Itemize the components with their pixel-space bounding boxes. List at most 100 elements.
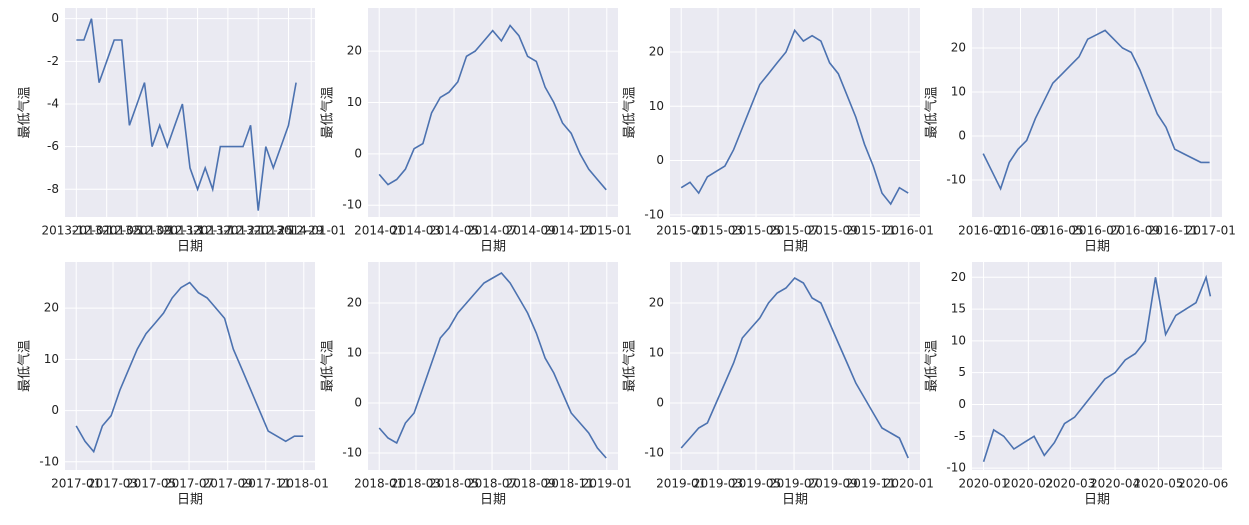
- y-tick-label: 0: [354, 396, 362, 410]
- x-tick-label: 2016-09: [1110, 224, 1160, 238]
- y-tick-label: 0: [51, 11, 59, 25]
- y-tick-label: 0: [354, 146, 362, 160]
- x-tick-label: 2016-07: [1071, 224, 1121, 238]
- x-tick-label: 2018-09: [506, 477, 556, 491]
- plot-area: [670, 8, 920, 217]
- x-tick-label: 2014-09: [506, 224, 556, 238]
- x-tick-label: 2014-03: [391, 224, 441, 238]
- x-tick-label: 2018-11: [544, 477, 594, 491]
- x-tick-label: 2013-12-13: [132, 224, 202, 238]
- x-tick-label: 2020-01: [958, 477, 1008, 491]
- x-tick-label: 2020-01: [884, 477, 934, 491]
- x-tick-label: 2015-07: [769, 224, 819, 238]
- y-tick-label: -5: [954, 429, 966, 443]
- plot-area: [972, 262, 1222, 470]
- y-tick-label: 20: [951, 41, 966, 55]
- x-tick-label: 2018-03: [391, 477, 441, 491]
- y-tick-label: 20: [951, 270, 966, 284]
- x-tick-label: 2018-07: [467, 477, 517, 491]
- y-axis-label: 最低气温: [17, 340, 33, 392]
- x-tick-label: 2019-01: [656, 477, 706, 491]
- y-tick-label: 0: [958, 397, 966, 411]
- x-tick-label: 2019-11: [846, 477, 896, 491]
- x-tick-label: 2013-12-29: [254, 224, 324, 238]
- y-tick-label: 20: [347, 296, 362, 310]
- y-tick-label: 20: [649, 44, 664, 58]
- x-tick-label: 2016-01: [958, 224, 1008, 238]
- x-axis-label: 日期: [480, 240, 506, 255]
- x-tick-label: 2017-01: [51, 477, 101, 491]
- y-tick-label: -10: [644, 207, 664, 221]
- y-tick-label: -10: [946, 461, 966, 475]
- x-tick-label: 2020-05: [1133, 477, 1183, 491]
- x-axis-label: 日期: [782, 240, 808, 255]
- x-tick-label: 2016-05: [1033, 224, 1083, 238]
- y-tick-label: 10: [951, 333, 966, 347]
- y-axis-label: 最低气温: [320, 86, 336, 138]
- y-tick-label: -10: [946, 173, 966, 187]
- line: [680, 28, 909, 206]
- x-tick-label: 2014-01-01: [276, 224, 346, 238]
- x-tick-label: 2017-11: [241, 477, 291, 491]
- plot-area: [65, 262, 315, 470]
- x-tick-label: 2015-05: [731, 224, 781, 238]
- y-axis-label: 最低气温: [17, 86, 33, 138]
- x-axis-label: 日期: [480, 493, 506, 508]
- x-tick-label: 2017-09: [203, 477, 253, 491]
- y-tick-label: -10: [644, 446, 664, 460]
- y-axis-label: 最低气温: [320, 340, 336, 392]
- y-tick-label: 20: [44, 301, 59, 315]
- x-tick-label: 2013-12-17: [163, 224, 233, 238]
- x-tick-label: 2016-11: [1148, 224, 1198, 238]
- y-tick-label: -8: [47, 182, 59, 196]
- x-tick-label: 2018-05: [429, 477, 479, 491]
- x-axis-label: 日期: [782, 493, 808, 508]
- line: [378, 271, 607, 459]
- y-tick-label: 10: [951, 85, 966, 99]
- plot-area: [65, 8, 315, 217]
- x-tick-label: 2014-05: [429, 224, 479, 238]
- x-tick-label: 2015-01: [656, 224, 706, 238]
- y-axis-label: 最低气温: [924, 340, 940, 392]
- line: [680, 276, 909, 459]
- x-tick-label: 2016-03: [995, 224, 1045, 238]
- x-tick-label: 2014-11: [544, 224, 594, 238]
- y-tick-label: 10: [347, 95, 362, 109]
- x-tick-label: 2019-03: [693, 477, 743, 491]
- x-axis-label: 日期: [177, 240, 203, 255]
- y-axis-label: 最低气温: [924, 86, 940, 138]
- x-tick-label: 2019-05: [731, 477, 781, 491]
- y-tick-label: -6: [47, 139, 59, 153]
- x-tick-label: 2015-01: [582, 224, 632, 238]
- y-tick-label: -2: [47, 54, 59, 68]
- x-tick-label: 2014-01: [354, 224, 404, 238]
- x-tick-label: 2015-03: [693, 224, 743, 238]
- x-tick-label: 2019-09: [808, 477, 858, 491]
- x-tick-label: 2017-07: [164, 477, 214, 491]
- x-tick-label: 2013-12-01: [41, 224, 111, 238]
- x-tick-label: 2020-02: [1003, 477, 1053, 491]
- x-axis-label: 日期: [1084, 240, 1110, 255]
- x-tick-label: 2019-07: [769, 477, 819, 491]
- y-tick-label: 20: [347, 44, 362, 58]
- x-tick-label: 2013-12-21: [193, 224, 263, 238]
- x-tick-label: 2018-01: [279, 477, 329, 491]
- x-tick-label: 2018-01: [354, 477, 404, 491]
- x-tick-label: 2013-12-09: [102, 224, 172, 238]
- y-tick-label: 10: [649, 346, 664, 360]
- x-tick-label: 2020-04: [1090, 477, 1140, 491]
- line: [982, 274, 1212, 462]
- x-tick-label: 2017-01: [1186, 224, 1236, 238]
- plot-area: [368, 262, 618, 470]
- y-tick-label: -10: [342, 198, 362, 212]
- plot-area: [670, 262, 920, 470]
- y-tick-label: 20: [649, 296, 664, 310]
- y-tick-label: -10: [342, 446, 362, 460]
- x-tick-label: 2017-03: [88, 477, 138, 491]
- line: [982, 29, 1210, 191]
- y-tick-label: 0: [656, 153, 664, 167]
- y-axis-label: 最低气温: [622, 340, 638, 392]
- y-tick-label: -4: [47, 96, 59, 110]
- line: [76, 18, 297, 211]
